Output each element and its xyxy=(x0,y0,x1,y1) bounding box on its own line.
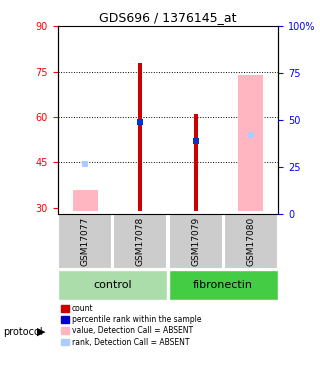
Text: GSM17080: GSM17080 xyxy=(246,217,255,267)
Text: control: control xyxy=(93,280,132,290)
Text: fibronectin: fibronectin xyxy=(193,280,253,290)
Bar xyxy=(73,189,98,211)
Text: GSM17079: GSM17079 xyxy=(191,217,200,267)
FancyBboxPatch shape xyxy=(58,214,112,269)
FancyBboxPatch shape xyxy=(169,270,278,300)
Point xyxy=(138,118,143,124)
Title: GDS696 / 1376145_at: GDS696 / 1376145_at xyxy=(99,11,237,24)
FancyBboxPatch shape xyxy=(58,270,167,300)
Text: ▶: ▶ xyxy=(37,327,45,337)
Legend: count, percentile rank within the sample, value, Detection Call = ABSENT, rank, : count, percentile rank within the sample… xyxy=(61,304,202,347)
Point xyxy=(83,161,88,167)
Text: protocol: protocol xyxy=(3,327,43,337)
Bar xyxy=(194,114,198,211)
Point xyxy=(193,138,198,144)
Point xyxy=(248,132,253,138)
Bar xyxy=(138,63,142,211)
FancyBboxPatch shape xyxy=(169,214,223,269)
FancyBboxPatch shape xyxy=(113,214,167,269)
Text: GSM17078: GSM17078 xyxy=(136,217,145,267)
FancyBboxPatch shape xyxy=(224,214,278,269)
Bar xyxy=(238,75,263,211)
Text: GSM17077: GSM17077 xyxy=(81,217,90,267)
